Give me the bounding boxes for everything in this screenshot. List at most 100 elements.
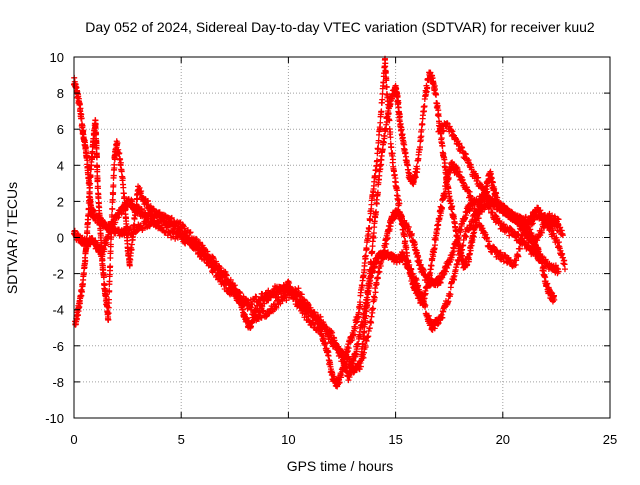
data-point-marker: [234, 291, 241, 298]
data-point-marker: [497, 249, 504, 256]
data-point-marker: [559, 232, 566, 239]
y-tick-label: 6: [57, 122, 64, 137]
data-point-marker: [138, 188, 145, 195]
data-point-marker: [265, 297, 272, 304]
data-point-marker: [87, 173, 94, 180]
data-point-marker: [307, 304, 314, 311]
data-point-marker: [416, 144, 423, 151]
data-point-marker: [422, 302, 429, 309]
data-point-marker: [111, 165, 118, 172]
data-point-marker: [383, 77, 390, 84]
data-point-marker: [104, 303, 111, 310]
data-point-marker: [447, 291, 454, 298]
x-tick-label: 15: [388, 432, 402, 447]
data-point-marker: [363, 246, 370, 253]
data-point-marker: [457, 226, 464, 233]
data-point-marker: [259, 291, 266, 298]
series-trace-e: [435, 119, 562, 277]
data-point-marker: [269, 289, 276, 296]
data-point-marker: [320, 335, 327, 342]
data-point-marker: [164, 224, 171, 231]
data-point-marker: [223, 271, 230, 278]
data-point-marker: [494, 194, 501, 201]
data-point-marker: [357, 363, 364, 370]
data-point-marker: [388, 144, 395, 151]
data-point-marker: [383, 241, 390, 248]
data-point-marker: [505, 207, 512, 214]
data-point-marker: [110, 189, 117, 196]
data-point-marker: [317, 313, 324, 320]
data-point-marker: [379, 96, 386, 103]
data-series: [71, 55, 568, 390]
data-point-marker: [304, 310, 311, 317]
data-point-marker: [449, 203, 456, 210]
data-point-marker: [218, 267, 225, 274]
data-point-marker: [370, 305, 377, 312]
data-point-marker: [223, 272, 230, 279]
data-point-marker: [489, 179, 496, 186]
data-point-marker: [394, 187, 401, 194]
data-point-marker: [471, 201, 478, 208]
data-point-marker: [193, 236, 200, 243]
grid-lines: [74, 57, 610, 418]
data-point-marker: [93, 154, 100, 161]
data-point-marker: [362, 252, 369, 259]
data-point-marker: [322, 324, 329, 331]
data-point-marker: [326, 332, 333, 339]
data-point-marker: [208, 260, 215, 267]
data-point-marker: [92, 121, 99, 128]
data-point-marker: [424, 84, 431, 91]
data-point-marker: [174, 234, 181, 241]
data-point-marker: [544, 280, 551, 287]
data-point-marker: [369, 248, 376, 255]
data-point-marker: [79, 122, 86, 129]
data-point-marker: [367, 268, 374, 275]
data-point-marker: [359, 348, 366, 355]
data-point-marker: [82, 257, 89, 264]
data-point-marker: [373, 200, 380, 207]
data-point-marker: [117, 159, 124, 166]
data-point-marker: [320, 321, 327, 328]
x-tick-label: 20: [496, 432, 510, 447]
data-point-marker: [100, 274, 107, 281]
data-point-marker: [366, 325, 373, 332]
data-point-marker: [131, 221, 138, 228]
data-point-marker: [422, 290, 429, 297]
data-point-marker: [421, 103, 428, 110]
data-point-marker: [316, 316, 323, 323]
data-point-marker: [105, 316, 112, 323]
data-point-marker: [349, 361, 356, 368]
data-point-marker: [235, 292, 242, 299]
data-point-marker: [160, 217, 167, 224]
data-point-marker: [213, 258, 220, 265]
y-tick-label: -10: [45, 411, 64, 426]
data-point-marker: [374, 275, 381, 282]
data-point-marker: [404, 252, 411, 259]
data-point-marker: [439, 143, 446, 150]
data-point-marker: [268, 292, 275, 299]
data-point-marker: [359, 282, 366, 289]
y-tick-label: 4: [57, 158, 64, 173]
data-point-marker: [559, 254, 566, 261]
data-point-marker: [555, 216, 562, 223]
data-point-marker: [181, 225, 188, 232]
data-point-marker: [373, 208, 380, 215]
data-point-marker: [96, 204, 103, 211]
data-point-marker: [414, 165, 421, 172]
data-point-marker: [118, 168, 125, 175]
data-point-marker: [105, 310, 112, 317]
data-point-marker: [384, 92, 391, 99]
data-point-marker: [84, 157, 91, 164]
data-point-marker: [357, 301, 364, 308]
data-point-marker: [365, 333, 372, 340]
data-point-marker: [207, 256, 214, 263]
data-point-marker: [178, 231, 185, 238]
data-point-marker: [128, 246, 135, 253]
data-point-marker: [428, 262, 435, 269]
data-point-marker: [340, 364, 347, 371]
y-tick-labels: -10 -8 -6 -4 -2 0 2 4 6 8 10: [45, 50, 64, 426]
data-point-marker: [144, 197, 151, 204]
data-point-marker: [551, 296, 558, 303]
data-point-marker: [196, 239, 203, 246]
